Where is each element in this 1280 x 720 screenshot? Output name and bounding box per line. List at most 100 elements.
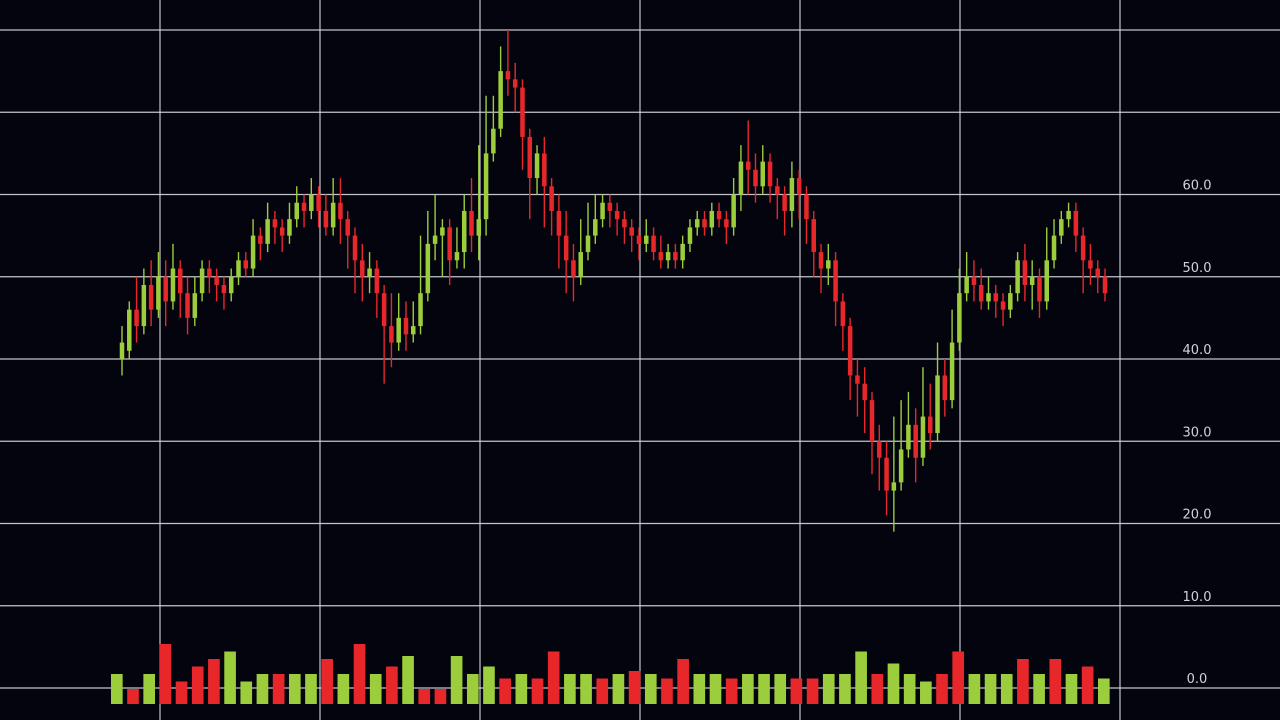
candle — [534, 145, 540, 195]
candle-body — [898, 449, 904, 483]
candle-body — [571, 260, 576, 277]
volume-bar — [822, 674, 835, 704]
candle — [731, 178, 736, 236]
candle-body — [913, 424, 918, 458]
candle-body — [694, 219, 700, 228]
candle-body — [148, 284, 154, 310]
candle — [141, 268, 147, 335]
volume-bar — [466, 674, 479, 704]
candle — [585, 202, 591, 261]
volume-bar — [968, 674, 981, 704]
candle — [898, 400, 904, 491]
candle-body — [177, 268, 183, 294]
candle-body — [673, 252, 678, 261]
candle — [236, 252, 241, 285]
candle-body — [942, 375, 948, 401]
candle-body — [760, 161, 766, 187]
candle — [891, 416, 897, 532]
volume-bar — [515, 674, 528, 704]
candle-body — [775, 186, 780, 195]
volume-bar — [742, 674, 754, 704]
candle — [1029, 260, 1035, 310]
candle-body — [440, 227, 445, 236]
candle-body — [920, 416, 926, 458]
candle-body — [709, 210, 715, 228]
candle — [1000, 293, 1006, 327]
candle-body — [877, 441, 882, 458]
candle — [338, 178, 343, 244]
candle-body — [1095, 268, 1100, 277]
candle-body — [906, 424, 911, 450]
candle — [1066, 202, 1071, 228]
candle — [804, 186, 809, 244]
volume-bar — [1098, 678, 1110, 704]
candle-body — [1015, 260, 1020, 294]
candle — [345, 210, 350, 269]
volume-bar — [418, 689, 431, 704]
candle-body — [702, 219, 707, 228]
candle — [396, 293, 401, 351]
candle — [207, 260, 212, 294]
volume-bar — [386, 666, 398, 704]
candle-body — [884, 457, 889, 491]
candle — [716, 202, 722, 228]
candle-body — [265, 219, 270, 244]
candle — [571, 243, 576, 302]
candle — [745, 120, 751, 195]
candle — [389, 293, 394, 368]
candle-body — [228, 276, 234, 294]
candle-body — [411, 326, 416, 335]
candle-body — [927, 416, 933, 434]
volume-bar — [305, 674, 317, 704]
candle — [782, 186, 787, 236]
candle-body — [527, 136, 533, 179]
candle — [119, 326, 125, 376]
volume-bar — [839, 674, 851, 704]
candle-body — [891, 482, 897, 491]
volume-bar — [321, 659, 333, 704]
y-tick-label: 30.0 — [1183, 425, 1212, 440]
candle — [1059, 210, 1064, 244]
candle — [440, 219, 445, 277]
candle-body — [724, 219, 729, 228]
candle-body — [243, 260, 249, 269]
candle — [600, 194, 605, 228]
candle-body — [469, 210, 474, 236]
candle-body — [534, 153, 540, 179]
y-tick-label: 50.0 — [1183, 261, 1212, 276]
candle — [418, 235, 423, 335]
candle — [949, 309, 955, 409]
candle-body — [163, 276, 168, 302]
candle-body — [789, 178, 795, 211]
candle-body — [644, 235, 649, 244]
candle-body — [658, 252, 664, 261]
candle — [309, 178, 314, 220]
candle — [454, 227, 460, 269]
candle-body — [1088, 260, 1093, 269]
candle-body — [498, 71, 503, 129]
volume-bar — [483, 666, 495, 704]
candle-body — [826, 260, 831, 269]
candle-body — [221, 284, 227, 294]
candle — [644, 219, 649, 253]
candle — [1015, 252, 1020, 302]
candle-body — [738, 161, 744, 195]
candle-body — [1044, 260, 1050, 302]
candle-body — [687, 227, 693, 244]
candle — [760, 145, 766, 195]
candle — [148, 260, 154, 327]
candle-body — [418, 293, 423, 327]
candle-body — [1029, 276, 1035, 285]
candle — [221, 276, 227, 310]
candle-body — [352, 235, 358, 261]
volume-bar — [1017, 659, 1029, 704]
candle — [1102, 268, 1108, 302]
candle-body — [978, 284, 984, 302]
candle-body — [614, 210, 620, 220]
candle — [1051, 219, 1057, 269]
candle — [753, 153, 758, 203]
candle-body — [316, 194, 321, 211]
candle — [199, 260, 205, 302]
candle — [935, 342, 940, 442]
